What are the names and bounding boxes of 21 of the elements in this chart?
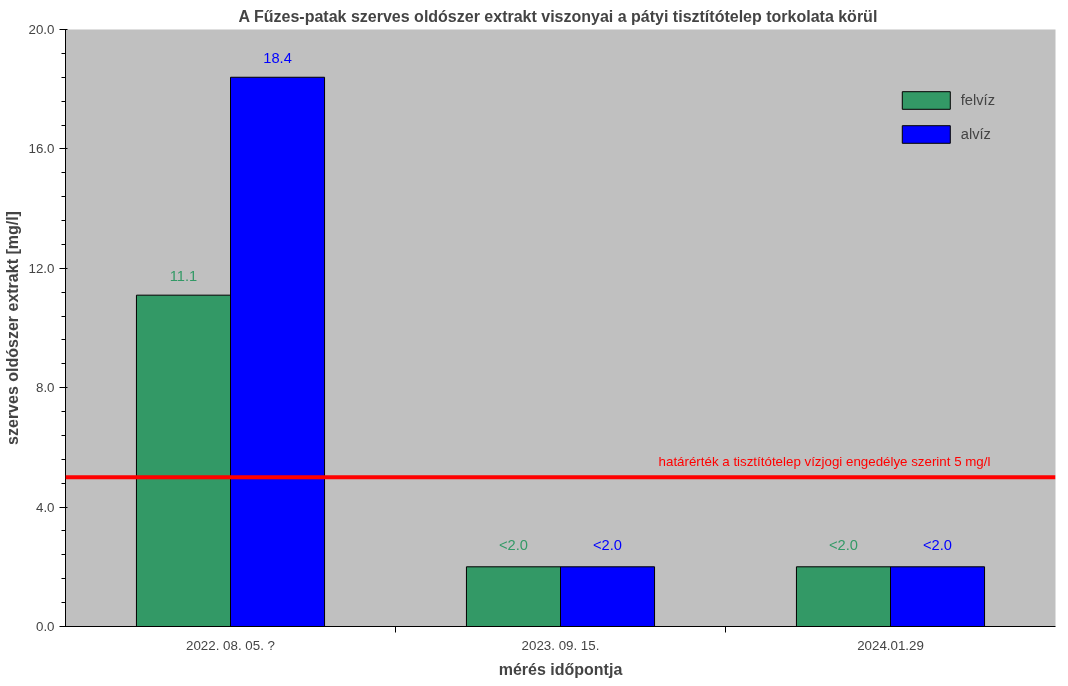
chart-title: A Fűzes-patak szerves oldószer extrakt viszonyai a pátyi tisztítótelep torkolata körül [238, 7, 878, 25]
data-label: <2.0 [499, 536, 528, 553]
data-label: <2.0 [923, 536, 952, 553]
x-axis-title: mérés időpontja [498, 660, 623, 678]
x-tick-label: 2023. 09. 15. [521, 637, 600, 653]
data-label: <2.0 [829, 536, 858, 553]
y-tick-label: 0.0 [35, 619, 55, 634]
legend-label: felvíz [960, 92, 995, 108]
x-tick-label: 2022. 08. 05. ? [186, 637, 275, 653]
y-tick-label: 8.0 [35, 380, 55, 396]
y-tick-label: 20.0 [28, 22, 55, 37]
legend-label: alvíz [960, 126, 991, 142]
y-tick-label: 4.0 [35, 499, 55, 515]
data-label: 11.1 [169, 268, 198, 285]
ref-line-label: határérték a tisztítótelep vízjogi engedélye szerint 5 mg/l [658, 454, 991, 470]
data-label: <2.0 [593, 536, 622, 553]
y-tick-label: 12.0 [28, 260, 55, 276]
data-label: 18.4 [263, 50, 292, 67]
x-tick-label: 2024.01.29 [857, 637, 924, 653]
y-tick-label: 16.0 [28, 141, 55, 157]
y-axis-title: szerves oldószer extrakt [mg/l] [3, 211, 21, 445]
